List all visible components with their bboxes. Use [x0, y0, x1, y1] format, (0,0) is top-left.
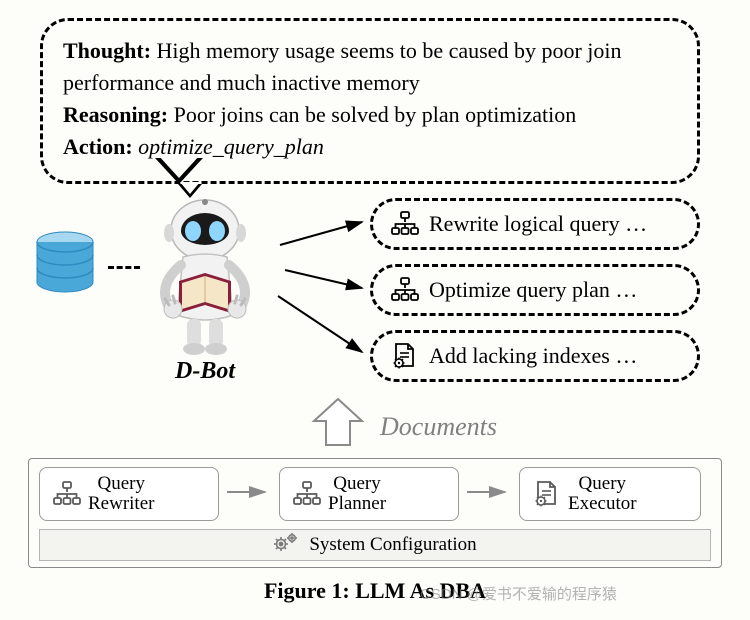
- doc-gear-icon: [391, 342, 419, 370]
- module-label: QueryPlanner: [328, 474, 386, 514]
- gears-icon: [273, 532, 299, 558]
- documents-panel: QueryRewriter QueryPlanner QueryExecutor: [28, 458, 722, 568]
- database-icon: [30, 230, 100, 300]
- action-pill: Optimize query plan …: [370, 264, 700, 316]
- tree-icon: [294, 481, 320, 507]
- module-label: QueryExecutor: [568, 474, 637, 514]
- reasoning-label: Reasoning:: [63, 102, 168, 127]
- action-pill: Rewrite logical query …: [370, 198, 700, 250]
- tree-icon: [391, 210, 419, 238]
- action-label: Optimize query plan …: [429, 277, 637, 303]
- reasoning-text: Poor joins can be solved by plan optimiz…: [168, 102, 576, 127]
- action-label: Action:: [63, 134, 133, 159]
- module-box: QueryRewriter: [39, 467, 219, 521]
- module-box: QueryPlanner: [279, 467, 459, 521]
- documents-arrow-icon: [310, 397, 366, 456]
- dbot-label: D-Bot: [135, 358, 275, 385]
- module-box: QueryExecutor: [519, 467, 701, 521]
- tree-icon: [54, 481, 80, 507]
- arrow-right-icon: [465, 482, 513, 507]
- action-label: Add lacking indexes …: [429, 343, 637, 369]
- modules-row: QueryRewriter QueryPlanner QueryExecutor: [39, 467, 711, 521]
- figure-caption: Figure 1: LLM As DBA: [0, 578, 750, 604]
- system-configuration: System Configuration: [39, 529, 711, 561]
- thought-label: Thought:: [63, 38, 151, 63]
- tree-icon: [391, 276, 419, 304]
- watermark: CSDN @爱书不爱输的程序猿: [420, 583, 617, 604]
- thought-bubble: Thought: High memory usage seems to be c…: [40, 18, 700, 184]
- action-label: Rewrite logical query …: [429, 211, 647, 237]
- dbot-robot: D-Bot: [135, 195, 275, 385]
- system-configuration-label: System Configuration: [309, 534, 476, 556]
- action-pill: Add lacking indexes …: [370, 330, 700, 382]
- doc-gear-icon: [534, 481, 560, 507]
- documents-label: Documents: [380, 412, 497, 442]
- arrow-right-icon: [225, 482, 273, 507]
- module-label: QueryRewriter: [88, 474, 154, 514]
